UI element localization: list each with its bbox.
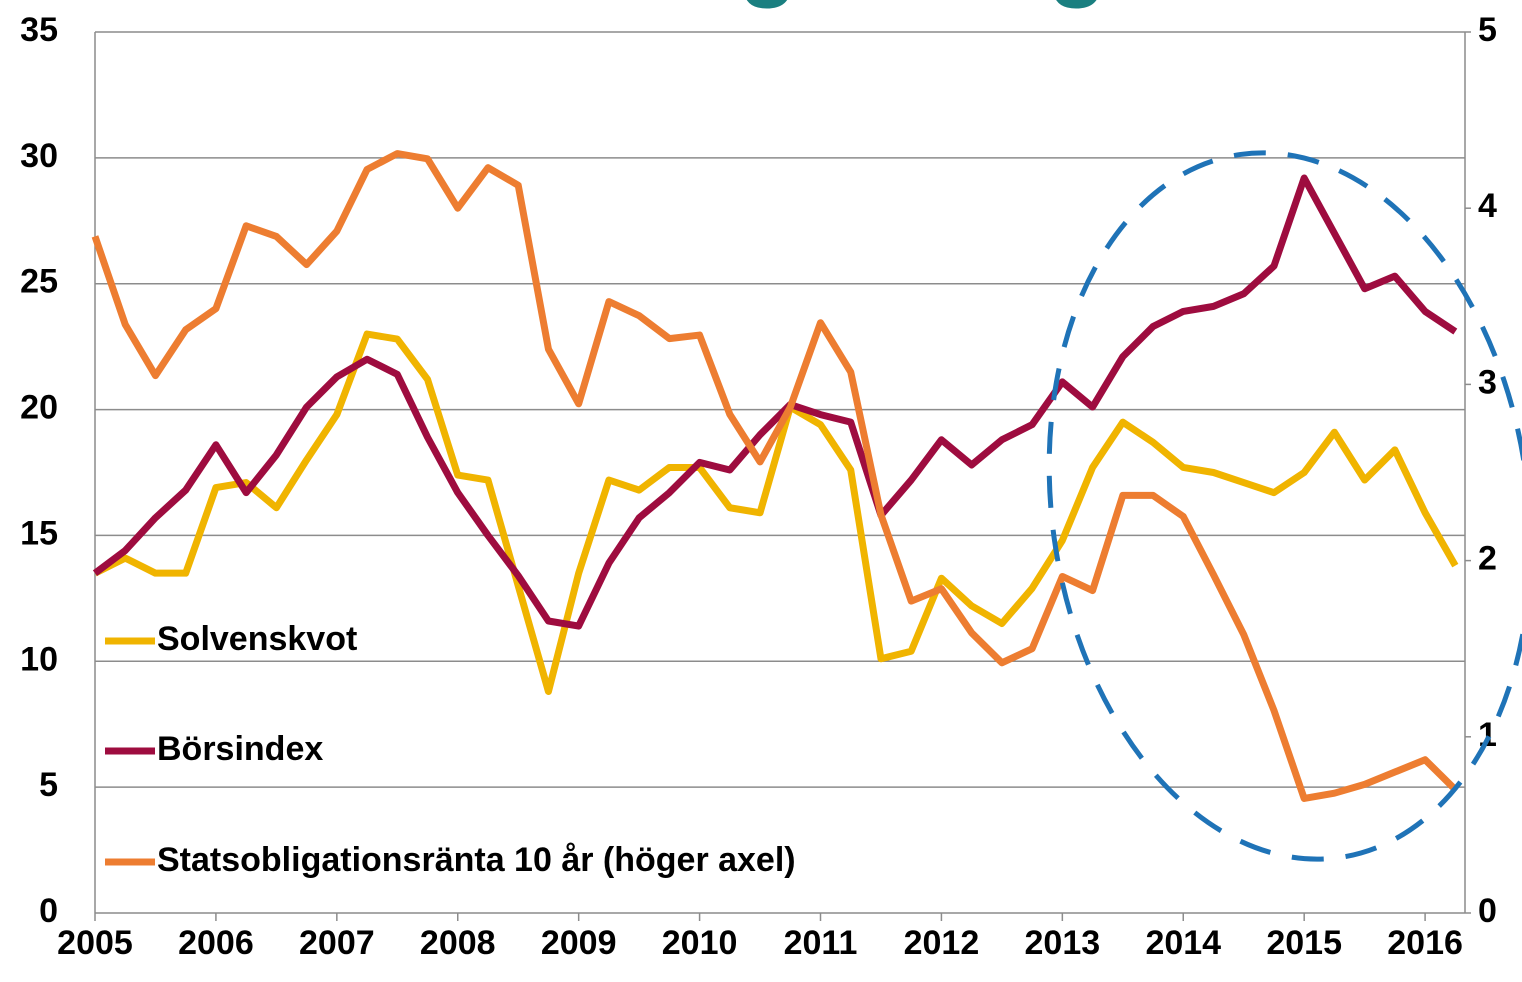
y2-tick-label: 0 bbox=[1478, 892, 1497, 930]
y-tick-label: 10 bbox=[20, 640, 58, 678]
x-tick-label: 2009 bbox=[541, 924, 617, 962]
series-line bbox=[93, 330, 1459, 695]
x-tick-label: 2007 bbox=[299, 924, 375, 962]
y-tick-label: 5 bbox=[39, 766, 58, 804]
highlight-ellipse bbox=[1046, 150, 1522, 862]
y-tick-label: 0 bbox=[39, 892, 58, 930]
x-tick-label: 2008 bbox=[420, 924, 496, 962]
x-tick-label: 2016 bbox=[1387, 924, 1463, 962]
chart-title: Försäkringsbolagen bbox=[301, 0, 1219, 9]
y-tick-label: 15 bbox=[20, 514, 58, 552]
x-tick-label: 2011 bbox=[784, 924, 858, 962]
x-tick-label: 2005 bbox=[57, 924, 133, 962]
y2-tick-label: 5 bbox=[1478, 11, 1497, 49]
legend-label: Statsobligationsränta 10 år (höger axel) bbox=[157, 841, 796, 879]
x-tick-label: 2013 bbox=[1025, 924, 1101, 962]
x-tick-label: 2014 bbox=[1145, 924, 1221, 962]
series-line bbox=[92, 174, 1458, 630]
series-line bbox=[91, 150, 1458, 802]
x-tick-label: 2012 bbox=[904, 924, 980, 962]
x-tick-label: 2006 bbox=[178, 924, 254, 962]
legend-label: Solvenskvot bbox=[157, 620, 357, 658]
y-tick-label: 20 bbox=[20, 389, 58, 427]
x-tick-label: 2015 bbox=[1266, 924, 1342, 962]
y2-tick-label: 3 bbox=[1478, 363, 1497, 401]
x-tick-label: 2010 bbox=[662, 924, 738, 962]
y2-tick-label: 4 bbox=[1478, 187, 1497, 225]
y-tick-label: 30 bbox=[20, 137, 58, 175]
y2-tick-label: 2 bbox=[1478, 540, 1497, 578]
y-tick-label: 35 bbox=[20, 11, 58, 49]
y-tick-label: 25 bbox=[20, 263, 58, 301]
legend-label: Börsindex bbox=[157, 730, 323, 768]
